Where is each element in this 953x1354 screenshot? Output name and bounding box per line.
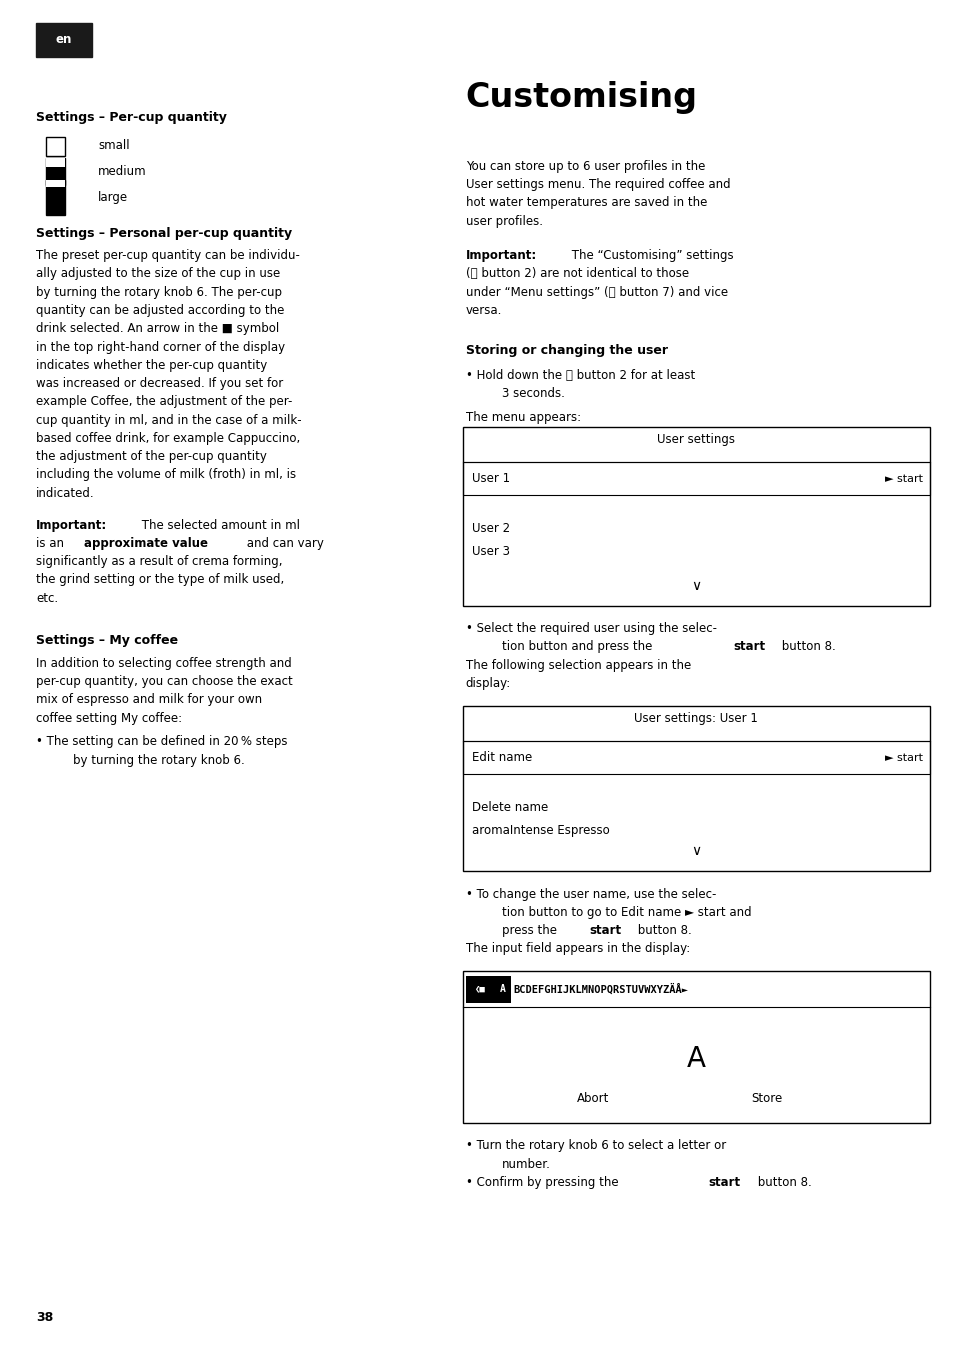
Text: hot water temperatures are saved in the: hot water temperatures are saved in the [465, 196, 706, 210]
Text: A: A [499, 984, 505, 994]
Text: start: start [733, 640, 765, 654]
Bar [46, 180, 65, 187]
Text: user profiles.: user profiles. [465, 214, 542, 227]
Text: The menu appears:: The menu appears: [465, 410, 580, 424]
Text: User settings: User settings [657, 432, 735, 445]
Text: large: large [98, 191, 129, 204]
Bar [465, 975, 494, 1002]
Text: ∨: ∨ [691, 844, 700, 858]
Text: per-cup quantity, you can choose the exact: per-cup quantity, you can choose the exa… [36, 674, 293, 688]
Bar [462, 972, 929, 1124]
Bar [494, 975, 511, 1002]
Text: The selected amount in ml: The selected amount in ml [138, 519, 300, 532]
Text: • Select the required user using the selec-: • Select the required user using the sel… [465, 623, 716, 635]
Text: small: small [98, 139, 130, 153]
Text: Edit name: Edit name [472, 751, 532, 764]
Text: ❮■: ❮■ [474, 984, 485, 994]
Text: by turning the rotary knob 6. The per-cup: by turning the rotary knob 6. The per-cu… [36, 286, 282, 299]
Bar [462, 707, 929, 872]
Bar [46, 180, 65, 215]
Text: button 8.: button 8. [778, 640, 836, 654]
Text: the grind setting or the type of milk used,: the grind setting or the type of milk us… [36, 574, 284, 586]
Text: User settings: User 1: User settings: User 1 [634, 712, 758, 724]
Text: • To change the user name, use the selec-: • To change the user name, use the selec… [465, 888, 715, 900]
Text: User settings menu. The required coffee and: User settings menu. The required coffee … [465, 177, 729, 191]
Bar [462, 427, 929, 605]
Text: ► start: ► start [883, 753, 922, 762]
Text: based coffee drink, for example Cappuccino,: based coffee drink, for example Cappucci… [36, 432, 300, 445]
Text: press the: press the [501, 925, 560, 937]
Text: number.: number. [501, 1158, 550, 1171]
Text: medium: medium [98, 165, 147, 179]
Bar [462, 463, 929, 496]
Text: Abort: Abort [577, 1093, 609, 1105]
Text: Storing or changing the user: Storing or changing the user [465, 344, 667, 357]
Bar [36, 23, 91, 57]
Text: tion button and press the: tion button and press the [501, 640, 656, 654]
Text: versa.: versa. [465, 303, 501, 317]
Text: in the top right-hand corner of the display: in the top right-hand corner of the disp… [36, 340, 285, 353]
Text: Customising: Customising [465, 81, 697, 114]
Text: You can store up to 6 user profiles in the: You can store up to 6 user profiles in t… [465, 160, 704, 173]
Text: User 3: User 3 [472, 546, 510, 558]
Bar [46, 158, 65, 167]
Text: User 2: User 2 [472, 523, 510, 535]
Text: the adjustment of the per-cup quantity: the adjustment of the per-cup quantity [36, 450, 267, 463]
Text: indicated.: indicated. [36, 486, 94, 500]
Text: button 8.: button 8. [634, 925, 692, 937]
Text: etc.: etc. [36, 592, 58, 605]
Text: A: A [686, 1045, 705, 1074]
Text: ∨: ∨ [691, 578, 700, 593]
Text: en: en [55, 34, 72, 46]
Text: by turning the rotary knob 6.: by turning the rotary knob 6. [72, 753, 244, 766]
Text: ally adjusted to the size of the cup in use: ally adjusted to the size of the cup in … [36, 267, 280, 280]
Bar [46, 137, 65, 156]
Text: indicates whether the per-cup quantity: indicates whether the per-cup quantity [36, 359, 267, 372]
Text: display:: display: [465, 677, 510, 691]
Text: and can vary: and can vary [243, 536, 324, 550]
Text: 3 seconds.: 3 seconds. [501, 387, 564, 401]
Text: Store: Store [750, 1093, 781, 1105]
Text: under “Menu settings” (Ⓑ button 7) and vice: under “Menu settings” (Ⓑ button 7) and v… [465, 286, 727, 299]
Text: cup quantity in ml, and in the case of a milk-: cup quantity in ml, and in the case of a… [36, 414, 301, 427]
Text: BCDEFGHIJKLMNOPQRSTUVWXYZÄÅ►: BCDEFGHIJKLMNOPQRSTUVWXYZÄÅ► [513, 983, 687, 995]
Text: including the volume of milk (froth) in ml, is: including the volume of milk (froth) in … [36, 468, 296, 482]
Text: Settings – Per-cup quantity: Settings – Per-cup quantity [36, 111, 227, 125]
Text: • The setting can be defined in 20 % steps: • The setting can be defined in 20 % ste… [36, 735, 288, 749]
Text: aromaIntense Espresso: aromaIntense Espresso [472, 823, 609, 837]
Text: start: start [708, 1175, 740, 1189]
Text: quantity can be adjusted according to the: quantity can be adjusted according to th… [36, 303, 284, 317]
Text: The “Customising” settings: The “Customising” settings [567, 249, 733, 263]
Text: Important:: Important: [36, 519, 108, 532]
Text: • Confirm by pressing the: • Confirm by pressing the [465, 1175, 621, 1189]
Text: is an: is an [36, 536, 68, 550]
Text: Important:: Important: [465, 249, 537, 263]
Text: coffee setting My coffee:: coffee setting My coffee: [36, 711, 182, 724]
Text: Delete name: Delete name [472, 802, 548, 814]
Text: The preset per-cup quantity can be individu-: The preset per-cup quantity can be indiv… [36, 249, 300, 263]
Text: example Coffee, the adjustment of the per-: example Coffee, the adjustment of the pe… [36, 395, 293, 409]
Text: • Turn the rotary knob 6 to select a letter or: • Turn the rotary knob 6 to select a let… [465, 1140, 725, 1152]
Text: start: start [589, 925, 621, 937]
Text: In addition to selecting coffee strength and: In addition to selecting coffee strength… [36, 657, 292, 670]
Text: button 8.: button 8. [753, 1175, 811, 1189]
Text: Settings – Personal per-cup quantity: Settings – Personal per-cup quantity [36, 227, 292, 241]
Text: User 1: User 1 [472, 473, 510, 485]
Text: (Ⓐ button 2) are not identical to those: (Ⓐ button 2) are not identical to those [465, 267, 688, 280]
Text: 38: 38 [36, 1311, 53, 1324]
Text: The following selection appears in the: The following selection appears in the [465, 658, 690, 672]
Text: was increased or decreased. If you set for: was increased or decreased. If you set f… [36, 376, 283, 390]
Text: • Hold down the Ⓐ button 2 for at least: • Hold down the Ⓐ button 2 for at least [465, 368, 694, 382]
Text: mix of espresso and milk for your own: mix of espresso and milk for your own [36, 693, 262, 707]
Text: approximate value: approximate value [84, 536, 208, 550]
Text: drink selected. An arrow in the ■ symbol: drink selected. An arrow in the ■ symbol [36, 322, 279, 336]
Bar [462, 742, 929, 774]
Text: significantly as a result of crema forming,: significantly as a result of crema formi… [36, 555, 282, 569]
Text: ► start: ► start [883, 474, 922, 483]
Text: Settings – My coffee: Settings – My coffee [36, 634, 178, 647]
Bar [46, 158, 65, 185]
Text: tion button to go to Edit name ► start and: tion button to go to Edit name ► start a… [501, 906, 751, 919]
Text: The input field appears in the display:: The input field appears in the display: [465, 942, 689, 956]
